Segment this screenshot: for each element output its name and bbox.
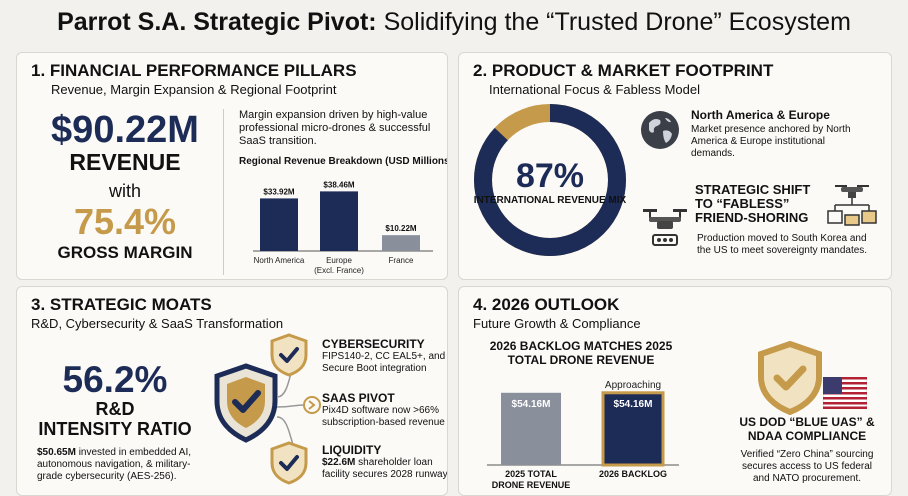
revenue-label: REVENUE	[69, 149, 181, 175]
rd-label-line1: R&D	[95, 399, 135, 419]
backlog-bar-value: $54.16M	[614, 399, 653, 410]
backlog-tick-label: 2025 TOTAL	[505, 469, 557, 479]
regional-bar-value: $33.92M	[263, 187, 294, 196]
regional-revenue-chart: $33.92M $38.46M $10.22M North America Europe…	[253, 180, 433, 275]
backlog-title: 2026 BACKLOG MATCHES 2025 TOTAL DRONE RE…	[489, 339, 673, 367]
moat-saas-title: SAAS PIVOT	[322, 391, 395, 405]
margin-note: Margin expansion driven by high-value pr…	[239, 109, 431, 147]
na-europe-title: North America & Europe	[691, 108, 830, 122]
liquidity-text: shareholder loan facility secures 2028 r…	[322, 457, 448, 480]
product-subheading: International Focus & Fabless Model	[489, 82, 700, 97]
regional-tick-label: France	[389, 256, 414, 265]
regional-tick-label-line2: (Excl. France)	[314, 266, 364, 275]
international-pct: 87%	[515, 157, 585, 195]
backlog-annotation: Approaching	[605, 380, 661, 391]
rd-label-line2: INTENSITY RATIO	[38, 419, 192, 439]
moats-subheading: R&D, Cybersecurity & SaaS Transformation	[31, 316, 284, 331]
regional-tick-label: Europe	[326, 256, 352, 265]
na-europe-text: Market presence anchored by North Americ…	[691, 124, 851, 159]
title-bold: Parrot S.A. Strategic Pivot:	[57, 8, 377, 36]
financial-subheading: Revenue, Margin Expansion & Regional Foo…	[51, 82, 337, 97]
product-heading: 2. PRODUCT & MARKET FOOTPRINT	[473, 61, 774, 80]
gross-margin-value: 75.4%	[73, 201, 177, 242]
financial-heading: 1. FINANCIAL PERFORMANCE PILLARS	[31, 61, 357, 80]
financial-panel: 1. FINANCIAL PERFORMANCE PILLARS Revenue…	[16, 52, 448, 280]
regional-bar	[320, 191, 358, 251]
fabless-shift-text: Production moved to South Korea and the …	[697, 233, 868, 256]
regional-tick-label: North America	[254, 256, 305, 265]
moat-cybersecurity-desc: FIPS140-2, CC EAL5+, and Secure Boot int…	[322, 351, 446, 374]
outlook-heading: 4. 2026 OUTLOOK	[473, 295, 620, 314]
drone-icon	[643, 209, 687, 246]
title-light: Solidifying the “Trusted Drone” Ecosyste…	[383, 8, 851, 36]
international-mix-donut	[474, 104, 626, 256]
with-label: with	[108, 181, 141, 201]
globe-icon	[641, 111, 679, 149]
outlook-subheading: Future Growth & Compliance	[473, 316, 641, 331]
rd-investment-note: $50.65M invested in embedded AI, autonom…	[37, 447, 207, 483]
regional-chart-title: Regional Revenue Breakdown (USD Millions…	[239, 156, 448, 167]
international-label: INTERNATIONAL REVENUE MIX	[473, 195, 627, 206]
shield-check-icon	[758, 341, 822, 415]
backlog-tick-label: 2026 BACKLOG	[599, 469, 667, 479]
us-flag-icon	[823, 377, 867, 409]
regional-bar	[382, 235, 420, 251]
rd-investment-text: invested in embedded AI, autonomous navi…	[37, 447, 191, 482]
moat-cybersecurity-title: CYBERSECURITY	[322, 337, 425, 351]
rd-intensity-pct: 56.2%	[62, 359, 168, 400]
backlog-bar-value: $54.16M	[512, 399, 551, 410]
page-title: Parrot S.A. Strategic Pivot: Solidifying…	[0, 8, 908, 37]
liquidity-shield-icon	[270, 441, 308, 485]
rd-investment-amount: $50.65M	[37, 447, 76, 458]
regional-bar-value: $38.46M	[323, 180, 354, 189]
revenue-value: $90.22M	[51, 109, 199, 151]
regional-bar	[260, 198, 298, 251]
moats-panel: 3. STRATEGIC MOATS R&D, Cybersecurity & …	[16, 286, 448, 496]
shield-check-icon	[214, 363, 278, 443]
gross-margin-label: GROSS MARGIN	[57, 243, 193, 262]
drone-network-icon	[827, 185, 877, 226]
backlog-bar	[501, 392, 561, 465]
dod-compliance-text: Verified “Zero China” sourcing secures a…	[740, 449, 874, 484]
liquidity-amount: $22.6M	[322, 457, 356, 468]
dod-compliance-title: US DOD “BLUE UAS” & NDAA COMPLIANCE	[739, 415, 875, 443]
saas-arrow-icon	[303, 396, 321, 414]
moats-heading: 3. STRATEGIC MOATS	[31, 295, 212, 314]
backlog-tick-label-line2: DRONE REVENUE	[492, 480, 571, 490]
moat-liquidity-desc: $22.6M shareholder loan facility secures…	[322, 457, 448, 481]
regional-bar-value: $10.22M	[385, 224, 416, 233]
divider	[223, 109, 224, 275]
moat-saas-desc: Pix4D software now >66% subscription-bas…	[322, 405, 445, 428]
donut-international-arc	[474, 104, 626, 256]
moat-liquidity-title: LIQUIDITY	[322, 443, 382, 457]
cybersecurity-shield-icon	[270, 333, 308, 377]
product-panel: 2. PRODUCT & MARKET FOOTPRINT Internatio…	[458, 52, 892, 280]
backlog-chart: $54.16M $54.16M Approaching 2025 TOTALDRONE…	[487, 380, 679, 490]
fabless-shift-title: STRATEGIC SHIFT TO “FABLESS” FRIEND-SHOR…	[695, 182, 811, 225]
outlook-panel: 4. 2026 OUTLOOK Future Growth & Complian…	[458, 286, 892, 496]
backlog-bar	[601, 391, 665, 467]
